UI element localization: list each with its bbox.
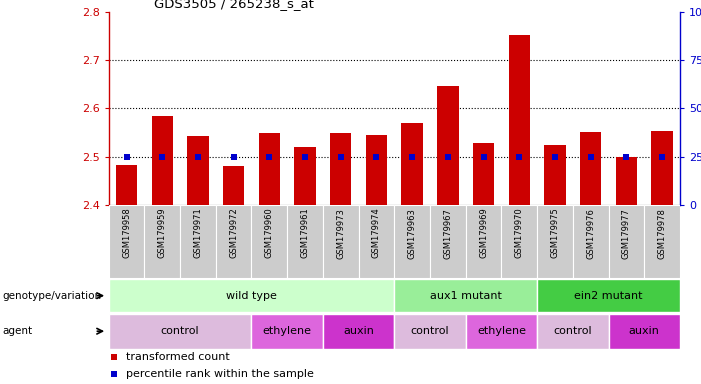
Bar [537,279,680,312]
Bar [187,136,209,205]
Bar [394,314,465,349]
Text: GSM179971: GSM179971 [193,208,203,258]
Bar [366,135,387,205]
Bar [437,86,458,205]
Bar [394,205,430,278]
Bar [573,205,608,278]
Text: wild type: wild type [226,291,277,301]
Bar [323,314,394,349]
Text: genotype/variation: genotype/variation [2,291,101,301]
Text: aux1 mutant: aux1 mutant [430,291,502,301]
Bar [608,314,680,349]
Text: ethylene: ethylene [477,326,526,336]
Text: percentile rank within the sample: percentile rank within the sample [125,369,313,379]
Text: GSM179977: GSM179977 [622,208,631,258]
Bar [473,143,494,205]
Bar [465,314,537,349]
Bar [116,165,137,205]
Text: GSM179970: GSM179970 [515,208,524,258]
Bar [359,205,394,278]
Bar [644,205,680,278]
Bar [223,166,245,205]
Bar [109,314,252,349]
Bar [109,205,144,278]
Bar [580,132,601,205]
Bar [330,133,351,205]
Bar [394,279,537,312]
Text: transformed count: transformed count [125,352,229,362]
Text: GSM179959: GSM179959 [158,208,167,258]
Bar [608,205,644,278]
Bar [651,131,673,205]
Bar [252,314,323,349]
Bar [151,116,173,205]
Bar [430,205,465,278]
Text: GSM179960: GSM179960 [265,208,274,258]
Text: ethylene: ethylene [263,326,312,336]
Text: control: control [161,326,199,336]
Text: agent: agent [2,326,32,336]
Text: GSM179978: GSM179978 [658,208,667,258]
Text: GSM179975: GSM179975 [550,208,559,258]
Bar [537,314,608,349]
Text: GSM179961: GSM179961 [301,208,310,258]
Bar [216,205,252,278]
Bar [323,205,359,278]
Bar [465,205,501,278]
Bar [144,205,180,278]
Text: control: control [554,326,592,336]
Text: GSM179963: GSM179963 [408,208,416,258]
Text: GDS3505 / 265238_s_at: GDS3505 / 265238_s_at [154,0,314,10]
Text: auxin: auxin [629,326,660,336]
Text: ein2 mutant: ein2 mutant [574,291,643,301]
Text: GSM179974: GSM179974 [372,208,381,258]
Text: GSM179973: GSM179973 [336,208,346,258]
Text: GSM179967: GSM179967 [443,208,452,258]
Bar [402,123,423,205]
Bar [501,205,537,278]
Text: GSM179958: GSM179958 [122,208,131,258]
Text: GSM179969: GSM179969 [479,208,488,258]
Text: GSM179976: GSM179976 [586,208,595,258]
Bar [259,133,280,205]
Bar [252,205,287,278]
Bar [287,205,323,278]
Text: auxin: auxin [343,326,374,336]
Text: GSM179972: GSM179972 [229,208,238,258]
Bar [180,205,216,278]
Bar [615,157,637,205]
Text: control: control [411,326,449,336]
Bar [509,35,530,205]
Bar [109,279,394,312]
Bar [544,145,566,205]
Bar [294,147,315,205]
Bar [537,205,573,278]
